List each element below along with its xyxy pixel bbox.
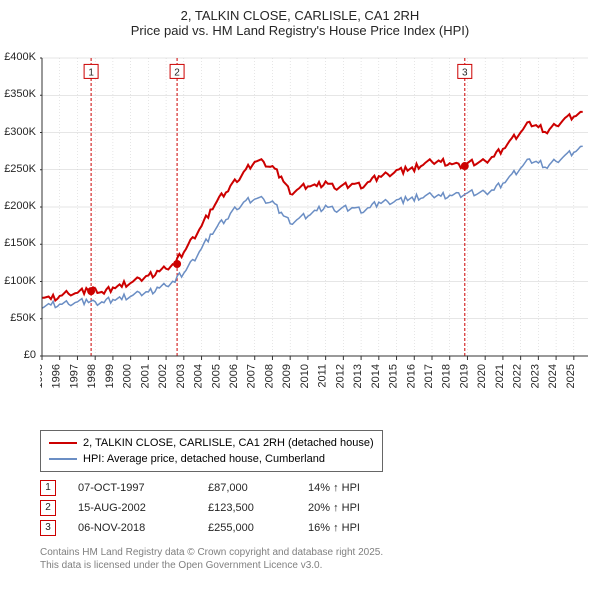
sale-badge: 3 [40, 520, 56, 536]
svg-text:2015: 2015 [388, 364, 400, 388]
svg-text:2001: 2001 [139, 364, 151, 388]
footer-line2: This data is licensed under the Open Gov… [40, 559, 383, 572]
svg-text:2: 2 [174, 67, 180, 78]
svg-text:2018: 2018 [441, 364, 453, 388]
svg-text:2009: 2009 [281, 364, 293, 388]
svg-text:2002: 2002 [157, 364, 169, 388]
svg-text:2022: 2022 [512, 364, 524, 388]
svg-text:2016: 2016 [405, 364, 417, 388]
svg-text:2003: 2003 [175, 364, 187, 388]
svg-text:2024: 2024 [547, 364, 559, 388]
svg-text:2025: 2025 [565, 364, 577, 388]
chart-svg: 1 2 3 1995 1996 1997 1998 1999 2000 2001 2002 2003 2… [40, 56, 590, 396]
svg-text:1998: 1998 [86, 364, 98, 388]
svg-text:2007: 2007 [246, 364, 258, 388]
sale-badge: 2 [40, 500, 56, 516]
legend-swatch [49, 458, 77, 460]
svg-text:2021: 2021 [494, 364, 506, 388]
svg-text:2008: 2008 [263, 364, 275, 388]
svg-text:2020: 2020 [476, 364, 488, 388]
sale-date: 07-OCT-1997 [78, 482, 208, 494]
svg-text:2013: 2013 [352, 364, 364, 388]
svg-text:2017: 2017 [423, 364, 435, 388]
footer-line1: Contains HM Land Registry data © Crown c… [40, 546, 383, 559]
title-address: 2, TALKIN CLOSE, CARLISLE, CA1 2RH [0, 8, 600, 23]
svg-text:2010: 2010 [299, 364, 311, 388]
y-tick-label: £350K [4, 88, 36, 100]
svg-text:2012: 2012 [334, 364, 346, 388]
y-tick-label: £300K [4, 126, 36, 138]
legend-label: 2, TALKIN CLOSE, CARLISLE, CA1 2RH (deta… [83, 437, 374, 449]
sale-pct: 14% ↑ HPI [308, 482, 398, 494]
svg-text:1995: 1995 [40, 364, 45, 388]
sales-table: 1 07-OCT-1997 £87,000 14% ↑ HPI 2 15-AUG… [40, 478, 398, 538]
y-tick-label: £0 [24, 349, 36, 361]
y-tick-label: £150K [4, 237, 36, 249]
svg-text:2004: 2004 [193, 364, 205, 388]
svg-text:2023: 2023 [529, 364, 541, 388]
legend-swatch [49, 442, 77, 444]
chart-area: 1 2 3 1995 1996 1997 1998 1999 2000 2001 2002 2003 2… [40, 56, 590, 396]
legend: 2, TALKIN CLOSE, CARLISLE, CA1 2RH (deta… [40, 430, 383, 472]
y-tick-label: £50K [10, 312, 36, 324]
sale-row: 1 07-OCT-1997 £87,000 14% ↑ HPI [40, 478, 398, 498]
legend-item: HPI: Average price, detached house, Cumb… [49, 451, 374, 467]
y-tick-label: £200K [4, 200, 36, 212]
sale-row: 2 15-AUG-2002 £123,500 20% ↑ HPI [40, 498, 398, 518]
sale-pct: 20% ↑ HPI [308, 502, 398, 514]
footer: Contains HM Land Registry data © Crown c… [40, 546, 383, 572]
y-tick-label: £100K [4, 275, 36, 287]
svg-text:1996: 1996 [51, 364, 63, 388]
sale-badge: 1 [40, 480, 56, 496]
sale-row: 3 06-NOV-2018 £255,000 16% ↑ HPI [40, 518, 398, 538]
svg-text:2011: 2011 [317, 364, 329, 388]
title-block: 2, TALKIN CLOSE, CARLISLE, CA1 2RH Price… [0, 0, 600, 38]
svg-text:2014: 2014 [370, 364, 382, 388]
svg-text:1999: 1999 [104, 364, 116, 388]
svg-text:1: 1 [88, 67, 94, 78]
svg-text:1997: 1997 [68, 364, 80, 388]
svg-text:2019: 2019 [458, 364, 470, 388]
chart-container: 2, TALKIN CLOSE, CARLISLE, CA1 2RH Price… [0, 0, 600, 590]
svg-text:3: 3 [462, 67, 468, 78]
legend-label: HPI: Average price, detached house, Cumb… [83, 453, 325, 465]
y-tick-label: £400K [4, 51, 36, 63]
sale-price: £87,000 [208, 482, 308, 494]
svg-text:2000: 2000 [122, 364, 134, 388]
sale-pct: 16% ↑ HPI [308, 522, 398, 534]
y-tick-label: £250K [4, 163, 36, 175]
legend-item: 2, TALKIN CLOSE, CARLISLE, CA1 2RH (deta… [49, 435, 374, 451]
sale-date: 06-NOV-2018 [78, 522, 208, 534]
sale-date: 15-AUG-2002 [78, 502, 208, 514]
title-subtitle: Price paid vs. HM Land Registry's House … [0, 23, 600, 38]
sale-price: £255,000 [208, 522, 308, 534]
sale-price: £123,500 [208, 502, 308, 514]
svg-text:2006: 2006 [228, 364, 240, 388]
svg-text:2005: 2005 [210, 364, 222, 388]
